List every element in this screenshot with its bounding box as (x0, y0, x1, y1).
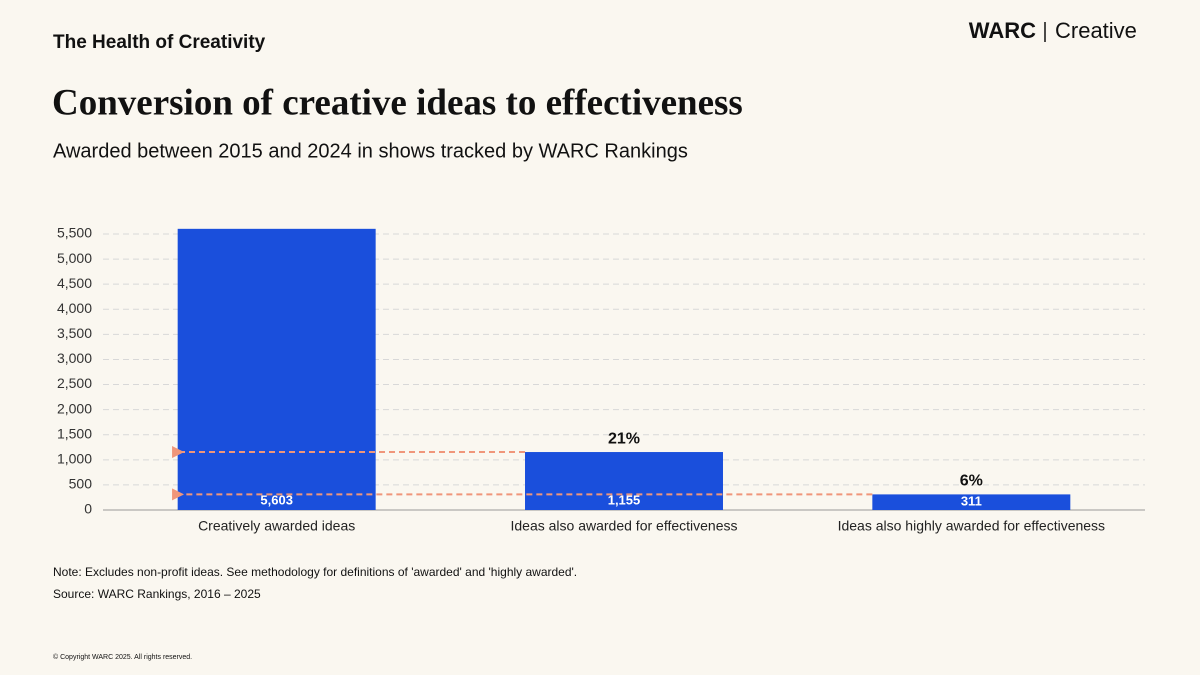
y-tick-label: 1,500 (57, 425, 92, 441)
y-tick-label: 3,500 (57, 325, 92, 341)
x-tick-label: Ideas also awarded for effectiveness (511, 518, 738, 534)
brand-product: Creative (1055, 18, 1137, 43)
value-label: 1,155 (608, 492, 641, 507)
brand: WARC (969, 18, 1036, 43)
y-tick-label: 4,000 (57, 300, 92, 316)
x-tick-label: Ideas also highly awarded for effectiven… (838, 518, 1105, 534)
x-tick-label: Creatively awarded ideas (198, 518, 355, 534)
annotation: 6% (960, 473, 983, 490)
y-tick-label: 0 (84, 501, 92, 517)
y-tick-label: 3,000 (57, 350, 92, 366)
bar (872, 494, 1071, 510)
source: Source: WARC Rankings, 2016 – 2025 (53, 587, 261, 601)
y-tick-label: 2,000 (57, 400, 92, 416)
y-tick-label: 5,500 (57, 225, 92, 241)
y-tick-label: 1,000 (57, 451, 92, 467)
y-tick-label: 4,500 (57, 275, 92, 291)
value-label: 311 (961, 494, 982, 509)
note: Note: Excludes non-profit ideas. See met… (53, 565, 577, 579)
section-title: The Health of Creativity (53, 32, 266, 53)
value-label: 5,603 (260, 492, 293, 507)
bar (177, 228, 376, 510)
copyright: © Copyright WARC 2025. All rights reserv… (53, 653, 192, 661)
bar (525, 452, 723, 510)
annotation: 21% (608, 430, 640, 447)
y-tick-label: 500 (69, 476, 93, 492)
y-tick-label: 2,500 (57, 375, 92, 391)
chart-title: Conversion of creative ideas to effectiv… (52, 82, 743, 123)
y-tick-label: 5,000 (57, 250, 92, 266)
plot: 0 500 1,000 1,500 2,000 2,500 3,000 3,500 4,000 4… (57, 225, 1145, 534)
chart-subtitle: Awarded between 2015 and 2024 in shows t… (53, 140, 688, 162)
